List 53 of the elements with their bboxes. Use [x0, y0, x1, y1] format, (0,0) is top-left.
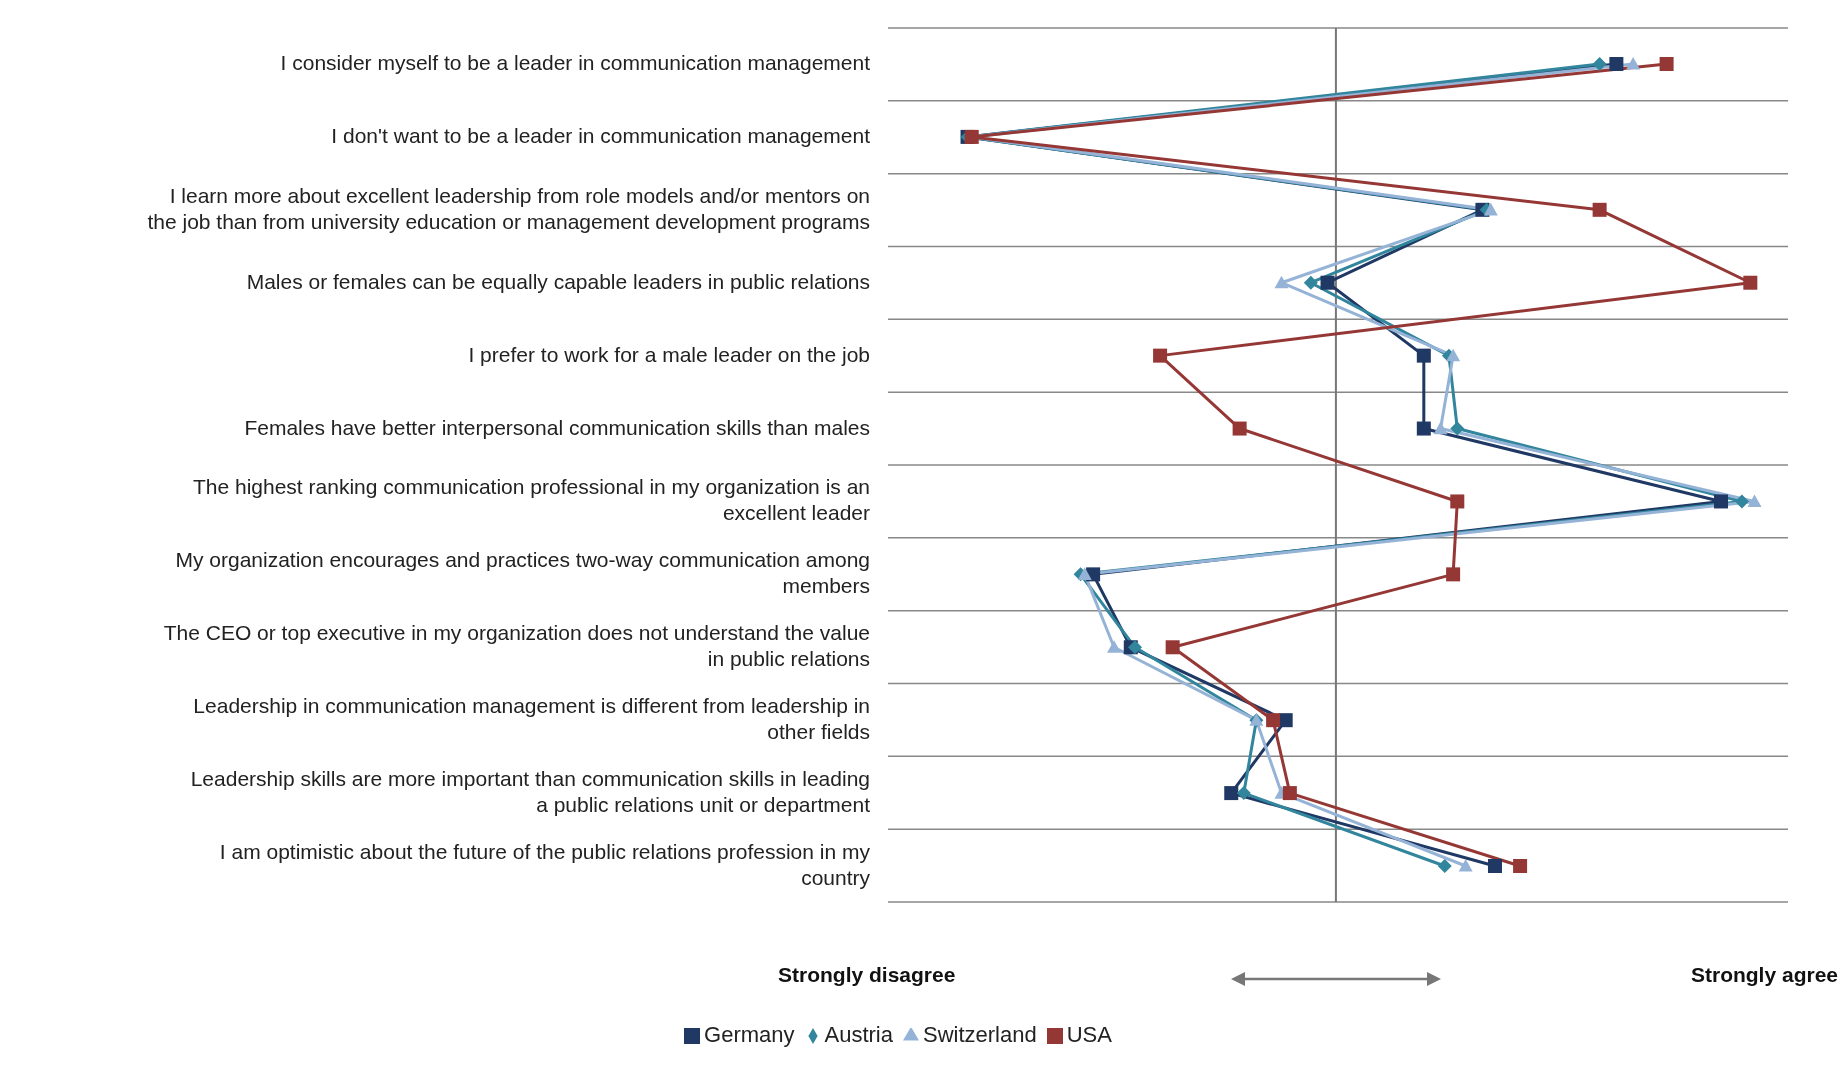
- y-tick-label: I don't want to be a leader in communication management: [331, 123, 871, 147]
- y-tick-label: I learn more about excellent leadership from role models and/or mentors on the job than from university education or management development programs: [147, 183, 870, 233]
- y-tick-label: The highest ranking communication professional in my organization is an excellent leader: [192, 475, 871, 524]
- point: [1513, 859, 1528, 873]
- point: [1416, 348, 1431, 363]
- point: [1487, 859, 1502, 873]
- point: [1278, 713, 1293, 728]
- point: [1127, 640, 1142, 655]
- legend-label: Austria: [824, 1022, 893, 1047]
- point: [1236, 786, 1251, 801]
- point: [1743, 275, 1758, 290]
- y-tick-label: Leadership in communication management is different from leadership in other fields: [193, 693, 870, 743]
- y-tick-label: I consider myself to be a leader in communication management: [280, 50, 871, 74]
- point: [1592, 202, 1607, 217]
- text: Strongly agree: [1690, 963, 1838, 987]
- y-tick-label: Leadership skills are more important than communication skills in leading a public relations unit or department: [190, 766, 871, 816]
- point: [1416, 421, 1431, 436]
- point: [1714, 494, 1729, 509]
- point: [1224, 786, 1239, 801]
- point: [1458, 859, 1473, 872]
- point: [1446, 567, 1461, 582]
- point: [1320, 275, 1335, 290]
- y-tick-label: I prefer to work for a male leader on the job: [468, 342, 870, 366]
- point: [1282, 786, 1297, 801]
- point: [1165, 640, 1180, 655]
- point: [1450, 494, 1465, 509]
- legend-label: Germany: [704, 1022, 795, 1047]
- legend-label: Switzerland: [923, 1022, 1037, 1047]
- point: [1450, 421, 1465, 436]
- y-tick-label: Males or females can be equally capable leaders in public relations: [246, 269, 870, 293]
- point: [1592, 57, 1607, 71]
- point: [1626, 57, 1641, 70]
- y-tick-label: I am optimistic about the future of the public relations profession in my country: [219, 839, 871, 889]
- point: [1659, 57, 1674, 71]
- point: [1433, 421, 1448, 435]
- text: Strongly disagree: [778, 963, 956, 987]
- point: [1734, 494, 1749, 509]
- point: [1107, 640, 1122, 653]
- point: [1437, 859, 1452, 873]
- point: [1446, 348, 1461, 362]
- point: [1077, 567, 1092, 580]
- y-tick-label: Females have better interpersonal communication skills than males: [244, 415, 870, 439]
- point: [1747, 494, 1762, 508]
- y-tick-label: My organization encourages and practices two-way communication among members: [175, 547, 870, 597]
- legend-label: USA: [1066, 1022, 1112, 1047]
- y-tick-label: The CEO or top executive in my organization does not understand the value in public relations: [163, 620, 870, 670]
- point: [1266, 713, 1281, 728]
- point: [1232, 421, 1247, 436]
- point: [1303, 275, 1318, 290]
- point: [1483, 202, 1498, 216]
- point: [1274, 275, 1289, 289]
- point: [1153, 348, 1168, 363]
- point: [1609, 57, 1624, 71]
